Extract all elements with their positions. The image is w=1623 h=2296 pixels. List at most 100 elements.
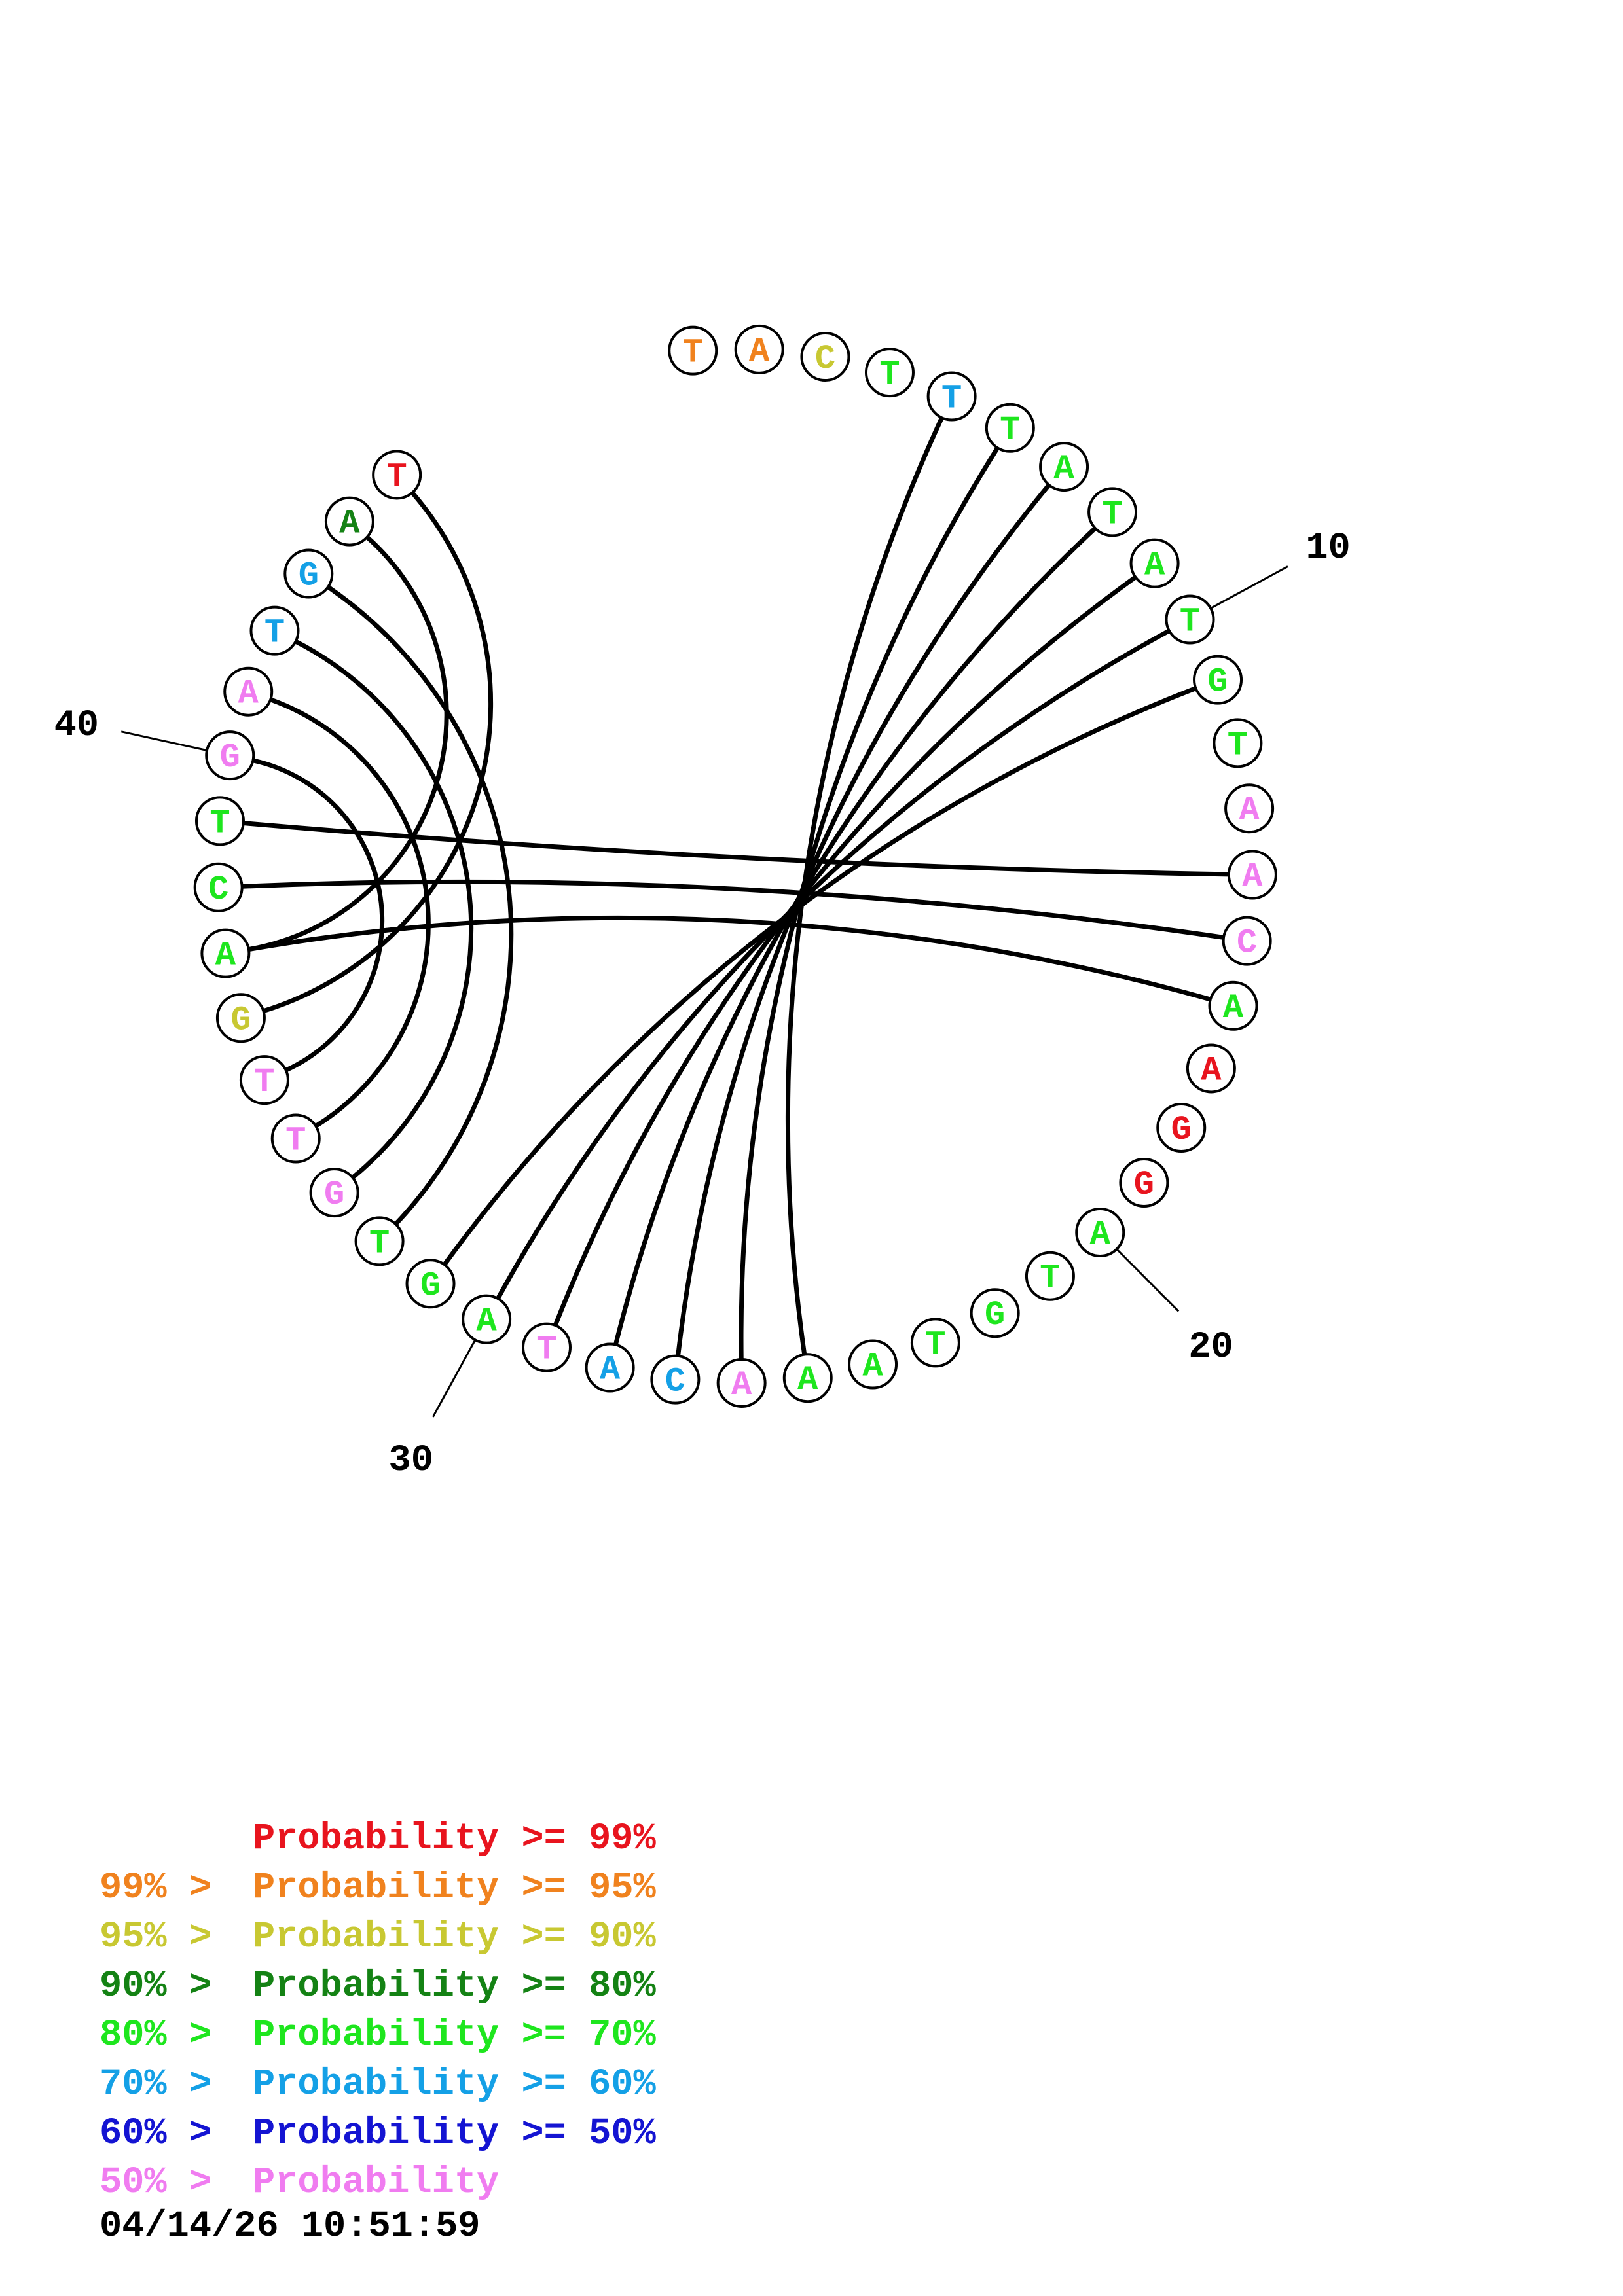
base-letter: G <box>1171 1111 1192 1149</box>
base-3: C <box>800 332 850 382</box>
base-letter: A <box>797 1361 818 1399</box>
base-letter: G <box>1134 1166 1154 1204</box>
base-16: A <box>1208 980 1258 1031</box>
base-letter: A <box>477 1302 498 1341</box>
position-label-30: 30 <box>389 1440 433 1482</box>
base-pair-lines <box>242 416 1229 1359</box>
base-circle <box>782 1353 833 1403</box>
base-letter: G <box>324 1175 344 1214</box>
base-26: A <box>716 1357 767 1408</box>
position-label-ticks <box>120 565 1288 1418</box>
base-circle <box>1224 783 1275 834</box>
base-circle <box>864 348 915 398</box>
base-13: A <box>1224 783 1275 834</box>
position-labels: 10 20 30 40 <box>54 528 1351 1482</box>
base-circle <box>1039 442 1089 492</box>
pair-line-16-37 <box>248 915 1211 1002</box>
base-circle <box>926 371 977 422</box>
base-letter: A <box>600 1350 621 1389</box>
base-43: G <box>283 548 334 599</box>
base-circle <box>354 1216 405 1266</box>
base-letter: C <box>815 340 835 378</box>
base-circle <box>1165 594 1215 645</box>
base-circle <box>716 1357 767 1408</box>
base-circle <box>1075 1207 1125 1257</box>
base-letter: A <box>749 332 770 371</box>
base-letter: A <box>1201 1051 1222 1090</box>
base-letter: T <box>925 1325 945 1364</box>
base-circle <box>1087 487 1138 537</box>
base-letter: T <box>1040 1259 1060 1298</box>
base-21: T <box>1025 1251 1075 1301</box>
base-45: T <box>372 450 422 500</box>
pair-line-37-44 <box>248 535 449 952</box>
base-6: T <box>985 403 1035 453</box>
base-letter: A <box>1144 547 1165 585</box>
base-circle <box>585 1342 635 1393</box>
base-letter: A <box>1090 1215 1111 1254</box>
base-circle <box>668 325 718 376</box>
base-circle <box>239 1055 289 1105</box>
base-33: G <box>309 1168 359 1218</box>
base-circle <box>1119 1157 1169 1208</box>
base-5: T <box>926 371 977 422</box>
base-35: T <box>239 1055 289 1105</box>
base-letter: T <box>1000 411 1020 450</box>
base-38: C <box>193 862 244 912</box>
base-letter: T <box>879 355 900 394</box>
base-circle <box>283 548 334 599</box>
base-circle <box>193 862 244 912</box>
base-letter: T <box>254 1063 274 1102</box>
base-8: T <box>1087 487 1138 537</box>
base-letter: T <box>210 804 230 842</box>
pair-line-33-42 <box>294 639 474 1180</box>
base-circle <box>1193 655 1243 705</box>
label-tick-40 <box>120 730 208 751</box>
base-circle <box>1129 538 1180 588</box>
timestamp: 04/14/26 10:51:59 <box>100 2206 481 2248</box>
base-36: G <box>215 993 266 1043</box>
label-tick-30 <box>432 1339 477 1418</box>
base-27: C <box>650 1354 701 1405</box>
base-circle <box>1025 1251 1075 1301</box>
base-letter: G <box>220 738 240 777</box>
base-circle <box>405 1259 456 1309</box>
nucleotide-ring: T A C TTTATATGTAACAAGGATGTAAACATAGTGTTGACTG… <box>193 324 1277 1408</box>
base-letter: T <box>1102 495 1122 533</box>
base-22: G <box>970 1288 1020 1338</box>
base-circle <box>372 450 422 500</box>
base-14: A <box>1227 850 1277 900</box>
position-label-10: 10 <box>1305 528 1350 569</box>
base-4: T <box>864 348 915 398</box>
base-letter: T <box>264 614 285 653</box>
base-letter: C <box>1237 924 1257 963</box>
base-letter: T <box>941 380 962 418</box>
base-letter: A <box>215 937 236 975</box>
base-letter: A <box>1223 989 1244 1028</box>
base-circle <box>249 605 300 656</box>
base-34: T <box>270 1113 321 1164</box>
base-circle <box>985 403 1035 453</box>
label-tick-20 <box>1116 1248 1180 1312</box>
base-circle <box>1156 1103 1207 1153</box>
base-circle <box>522 1322 572 1372</box>
base-circle <box>1208 980 1258 1031</box>
base-circle <box>800 332 850 382</box>
base-letter: G <box>420 1266 441 1305</box>
base-10: T <box>1165 594 1215 645</box>
base-42: T <box>249 605 300 656</box>
base-circle <box>205 730 255 781</box>
base-2: A <box>734 324 784 374</box>
pair-line-35-40 <box>252 758 385 1073</box>
base-letter: T <box>1180 603 1200 641</box>
base-circle <box>1227 850 1277 900</box>
position-label-20: 20 <box>1188 1327 1233 1369</box>
base-circle <box>1186 1043 1236 1094</box>
base-letter: G <box>230 1001 251 1039</box>
base-9: A <box>1129 538 1180 588</box>
pair-line-34-41 <box>269 697 431 1128</box>
base-letter: A <box>339 505 360 543</box>
base-circle <box>309 1168 359 1218</box>
base-letter: C <box>208 870 228 909</box>
base-12: T <box>1213 718 1263 768</box>
